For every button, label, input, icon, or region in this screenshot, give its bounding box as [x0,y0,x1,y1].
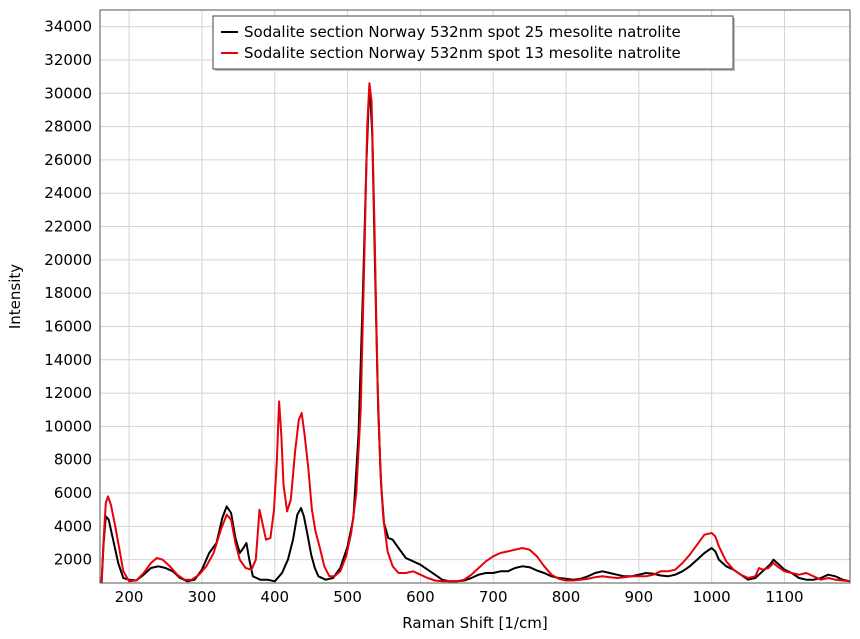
x-tick-label: 700 [479,588,508,606]
x-gridlines [128,10,785,583]
legend-label-spot-25: Sodalite section Norway 532nm spot 25 me… [244,23,681,41]
x-tick-labels: 200 300 400 500 600 700 800 900 1000 1100 [115,588,804,606]
x-tick-label: 900 [625,588,654,606]
x-tick-label: 1000 [693,588,731,606]
x-tick-label: 500 [333,588,362,606]
y-tick-label: 26000 [44,151,92,169]
y-tick-label: 14000 [44,351,92,369]
x-tick-label: 800 [552,588,581,606]
y-tick-label: 32000 [44,51,92,69]
series-group [100,82,850,583]
y-tick-label: 10000 [44,417,92,435]
series-line-1 [100,82,850,583]
series-line-0 [100,92,850,583]
y-tick-label: 30000 [44,84,92,102]
x-tick-label: 1100 [765,588,803,606]
y-tick-label: 20000 [44,251,92,269]
y-tick-label: 24000 [44,184,92,202]
y-tick-label: 34000 [44,18,92,36]
x-tick-label: 600 [406,588,435,606]
y-tick-label: 8000 [54,451,92,469]
x-tick-label: 300 [188,588,217,606]
y-tick-label: 22000 [44,218,92,236]
y-axis-label: Intensity [6,264,24,329]
y-tick-label: 12000 [44,384,92,402]
y-tick-label: 6000 [54,484,92,502]
legend[interactable]: Sodalite section Norway 532nm spot 25 me… [212,15,735,71]
y-tick-label: 16000 [44,317,92,335]
legend-label-spot-13: Sodalite section Norway 532nm spot 13 me… [244,44,681,62]
plot-area-border [99,9,851,584]
y-tick-label: 18000 [44,284,92,302]
y-gridlines [100,26,850,561]
y-tick-label: 28000 [44,118,92,136]
x-tick-label: 400 [260,588,289,606]
legend-box [212,15,734,70]
y-tick-labels: 2000 4000 6000 8000 10000 12000 14000 16000 1800… [44,18,92,569]
x-tick-label: 200 [115,588,144,606]
x-axis-label: Raman Shift [1/cm] [402,614,547,632]
y-tick-label: 4000 [54,517,92,535]
y-tick-label: 2000 [54,551,92,569]
